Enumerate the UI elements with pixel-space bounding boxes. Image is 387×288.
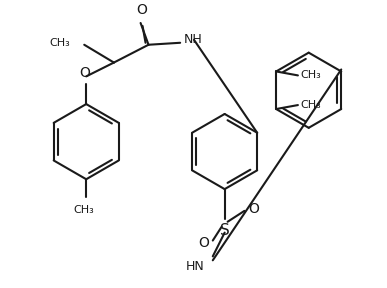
Text: CH₃: CH₃	[50, 38, 70, 48]
Text: CH₃: CH₃	[300, 100, 321, 110]
Text: HN: HN	[186, 260, 205, 273]
Text: NH: NH	[184, 33, 203, 46]
Text: O: O	[198, 236, 209, 249]
Text: O: O	[79, 66, 90, 80]
Text: S: S	[220, 223, 229, 238]
Text: O: O	[136, 3, 147, 17]
Text: CH₃: CH₃	[300, 70, 321, 80]
Text: CH₃: CH₃	[74, 205, 94, 215]
Text: O: O	[248, 202, 259, 216]
